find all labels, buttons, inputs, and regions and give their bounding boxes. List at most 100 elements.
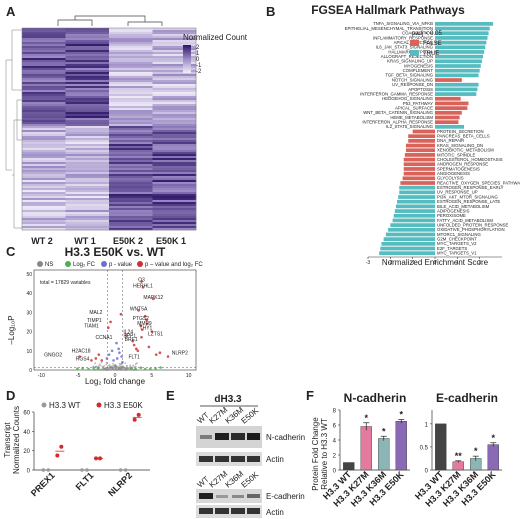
volcano-point — [76, 367, 79, 370]
heatmap-cell — [152, 104, 197, 107]
gsea-pathway-label: UNFOLDED_PROTEIN_RESPONSE — [437, 222, 509, 227]
heatmap-cell — [22, 210, 66, 213]
heatmap-cell — [22, 96, 66, 99]
volcano-point — [125, 367, 129, 371]
heatmap-cell — [65, 170, 110, 173]
volcano-point — [154, 353, 158, 356]
heatmap-border — [21, 27, 197, 231]
heatmap-cell — [22, 152, 66, 155]
gsea-bar — [435, 40, 487, 45]
volcano-point — [121, 369, 124, 371]
heatmap-cell — [65, 214, 110, 217]
bar-chart-y-tick-label: 0 — [333, 469, 337, 475]
heatmap-cell — [152, 182, 197, 185]
heatmap-cell — [152, 192, 197, 195]
heatmap-cell — [109, 112, 153, 115]
heatmap-cell — [22, 154, 66, 157]
heatmap-cell — [109, 124, 153, 127]
volcano-point — [110, 369, 113, 371]
volcano-point — [120, 365, 123, 369]
gsea-x-axis: -3 -2 -1 0 1 2 — [366, 256, 502, 266]
gsea-pathway-label: PROTEIN_SECRETION — [437, 129, 484, 134]
heatmap-cell — [65, 108, 110, 111]
volcano-point — [136, 349, 140, 353]
volcano-point — [115, 341, 118, 345]
heatmap-cell — [65, 198, 110, 201]
heatmap-cell — [22, 162, 66, 165]
gsea-pathway-label: MYC_TARGETS_V1 — [437, 251, 477, 256]
gsea-bar — [390, 223, 435, 227]
heatmap-cell — [22, 60, 66, 63]
heatmap-cell — [109, 84, 153, 87]
volcano-gene-label: RGS4 — [76, 356, 90, 362]
gsea-pathway-label: DNA_REPAIR — [437, 138, 464, 143]
heatmap-cell — [152, 222, 197, 225]
volcano-gene-label: WNT5A — [130, 306, 148, 312]
volcano-y-tick-label: 10 — [26, 349, 32, 355]
heatmap-cell — [109, 40, 153, 43]
gsea-pathway-label: XENOBIOTIC_METABOLISM — [437, 148, 494, 153]
volcano-point — [103, 364, 106, 367]
heatmap-cell — [22, 150, 66, 153]
dotplot-y-label-line1: Transcript — [3, 422, 12, 458]
heatmap-cell — [22, 136, 66, 139]
heatmap-cell — [65, 166, 110, 169]
panel-b: B FGSEA Hallmark Pathways TNFA_SIGNALING… — [266, 3, 520, 267]
heatmap-cell — [22, 164, 66, 167]
heatmap-cell — [22, 50, 66, 53]
heatmap-cell — [22, 106, 66, 109]
heatmap-cell — [152, 196, 197, 199]
volcano-point — [118, 351, 121, 354]
blot-band — [247, 433, 260, 440]
volcano-point — [109, 320, 112, 324]
heatmap-cell — [65, 110, 110, 113]
heatmap-cell — [152, 154, 197, 157]
volcano-gene-label: TIMP1 — [87, 318, 102, 324]
heatmap-cell — [152, 64, 197, 67]
heatmap-cell — [22, 120, 66, 123]
heatmap-cell — [65, 202, 110, 205]
volcano-point — [166, 355, 170, 358]
heatmap-cell — [22, 44, 66, 47]
heatmap-cell — [109, 120, 153, 123]
heatmap-cell — [109, 182, 153, 185]
heatmap-legend-tick: -2 — [196, 69, 202, 75]
gsea-bar — [435, 120, 459, 125]
heatmap-cell — [22, 86, 66, 89]
volcano-gene-label: THY1 — [140, 326, 153, 332]
gsea-pathway-label: APICAL_SURFACE — [395, 105, 433, 110]
heatmap-cell — [109, 228, 153, 231]
heatmap-cell — [22, 140, 66, 143]
volcano-point — [134, 363, 137, 366]
dotplot-y-label-line2: Normalized Counts — [12, 406, 21, 474]
heatmap-cell — [109, 146, 153, 149]
heatmap-cell — [65, 194, 110, 197]
gsea-pathway-label: P53_PATHWAY — [403, 101, 433, 106]
gsea-bar — [435, 31, 489, 36]
heatmap-cell — [109, 100, 153, 103]
bar-significance: * — [399, 409, 403, 419]
heatmap-cell — [65, 44, 110, 47]
heatmap-cell — [152, 82, 197, 85]
heatmap-cell — [22, 216, 66, 219]
heatmap-cell — [152, 38, 197, 41]
heatmap-cell — [109, 200, 153, 203]
heatmap-cell — [109, 82, 153, 85]
gsea-bar — [400, 181, 435, 185]
heatmap-cell — [152, 68, 197, 71]
bar-significance: ** — [455, 451, 463, 461]
gsea-title: FGSEA Hallmark Pathways — [311, 3, 465, 17]
heatmap-cell — [109, 90, 153, 93]
volcano-point — [107, 353, 111, 356]
heatmap-cell — [109, 174, 153, 177]
gsea-pathway-label: WNT_BETA_CATENIN_SIGNALING — [363, 110, 433, 115]
heatmap-cell — [152, 48, 197, 51]
volcano-point — [118, 365, 121, 368]
dotplot-point — [46, 468, 51, 472]
dotplot-x-label: PREX1 — [29, 470, 57, 498]
volcano-point — [129, 364, 132, 367]
heatmap-cell — [109, 212, 153, 215]
gsea-pathway-label: PI3K_AKT_MTOR_SIGNALING — [437, 194, 498, 199]
heatmap-cell — [109, 38, 153, 41]
heatmap-cell — [22, 188, 66, 191]
